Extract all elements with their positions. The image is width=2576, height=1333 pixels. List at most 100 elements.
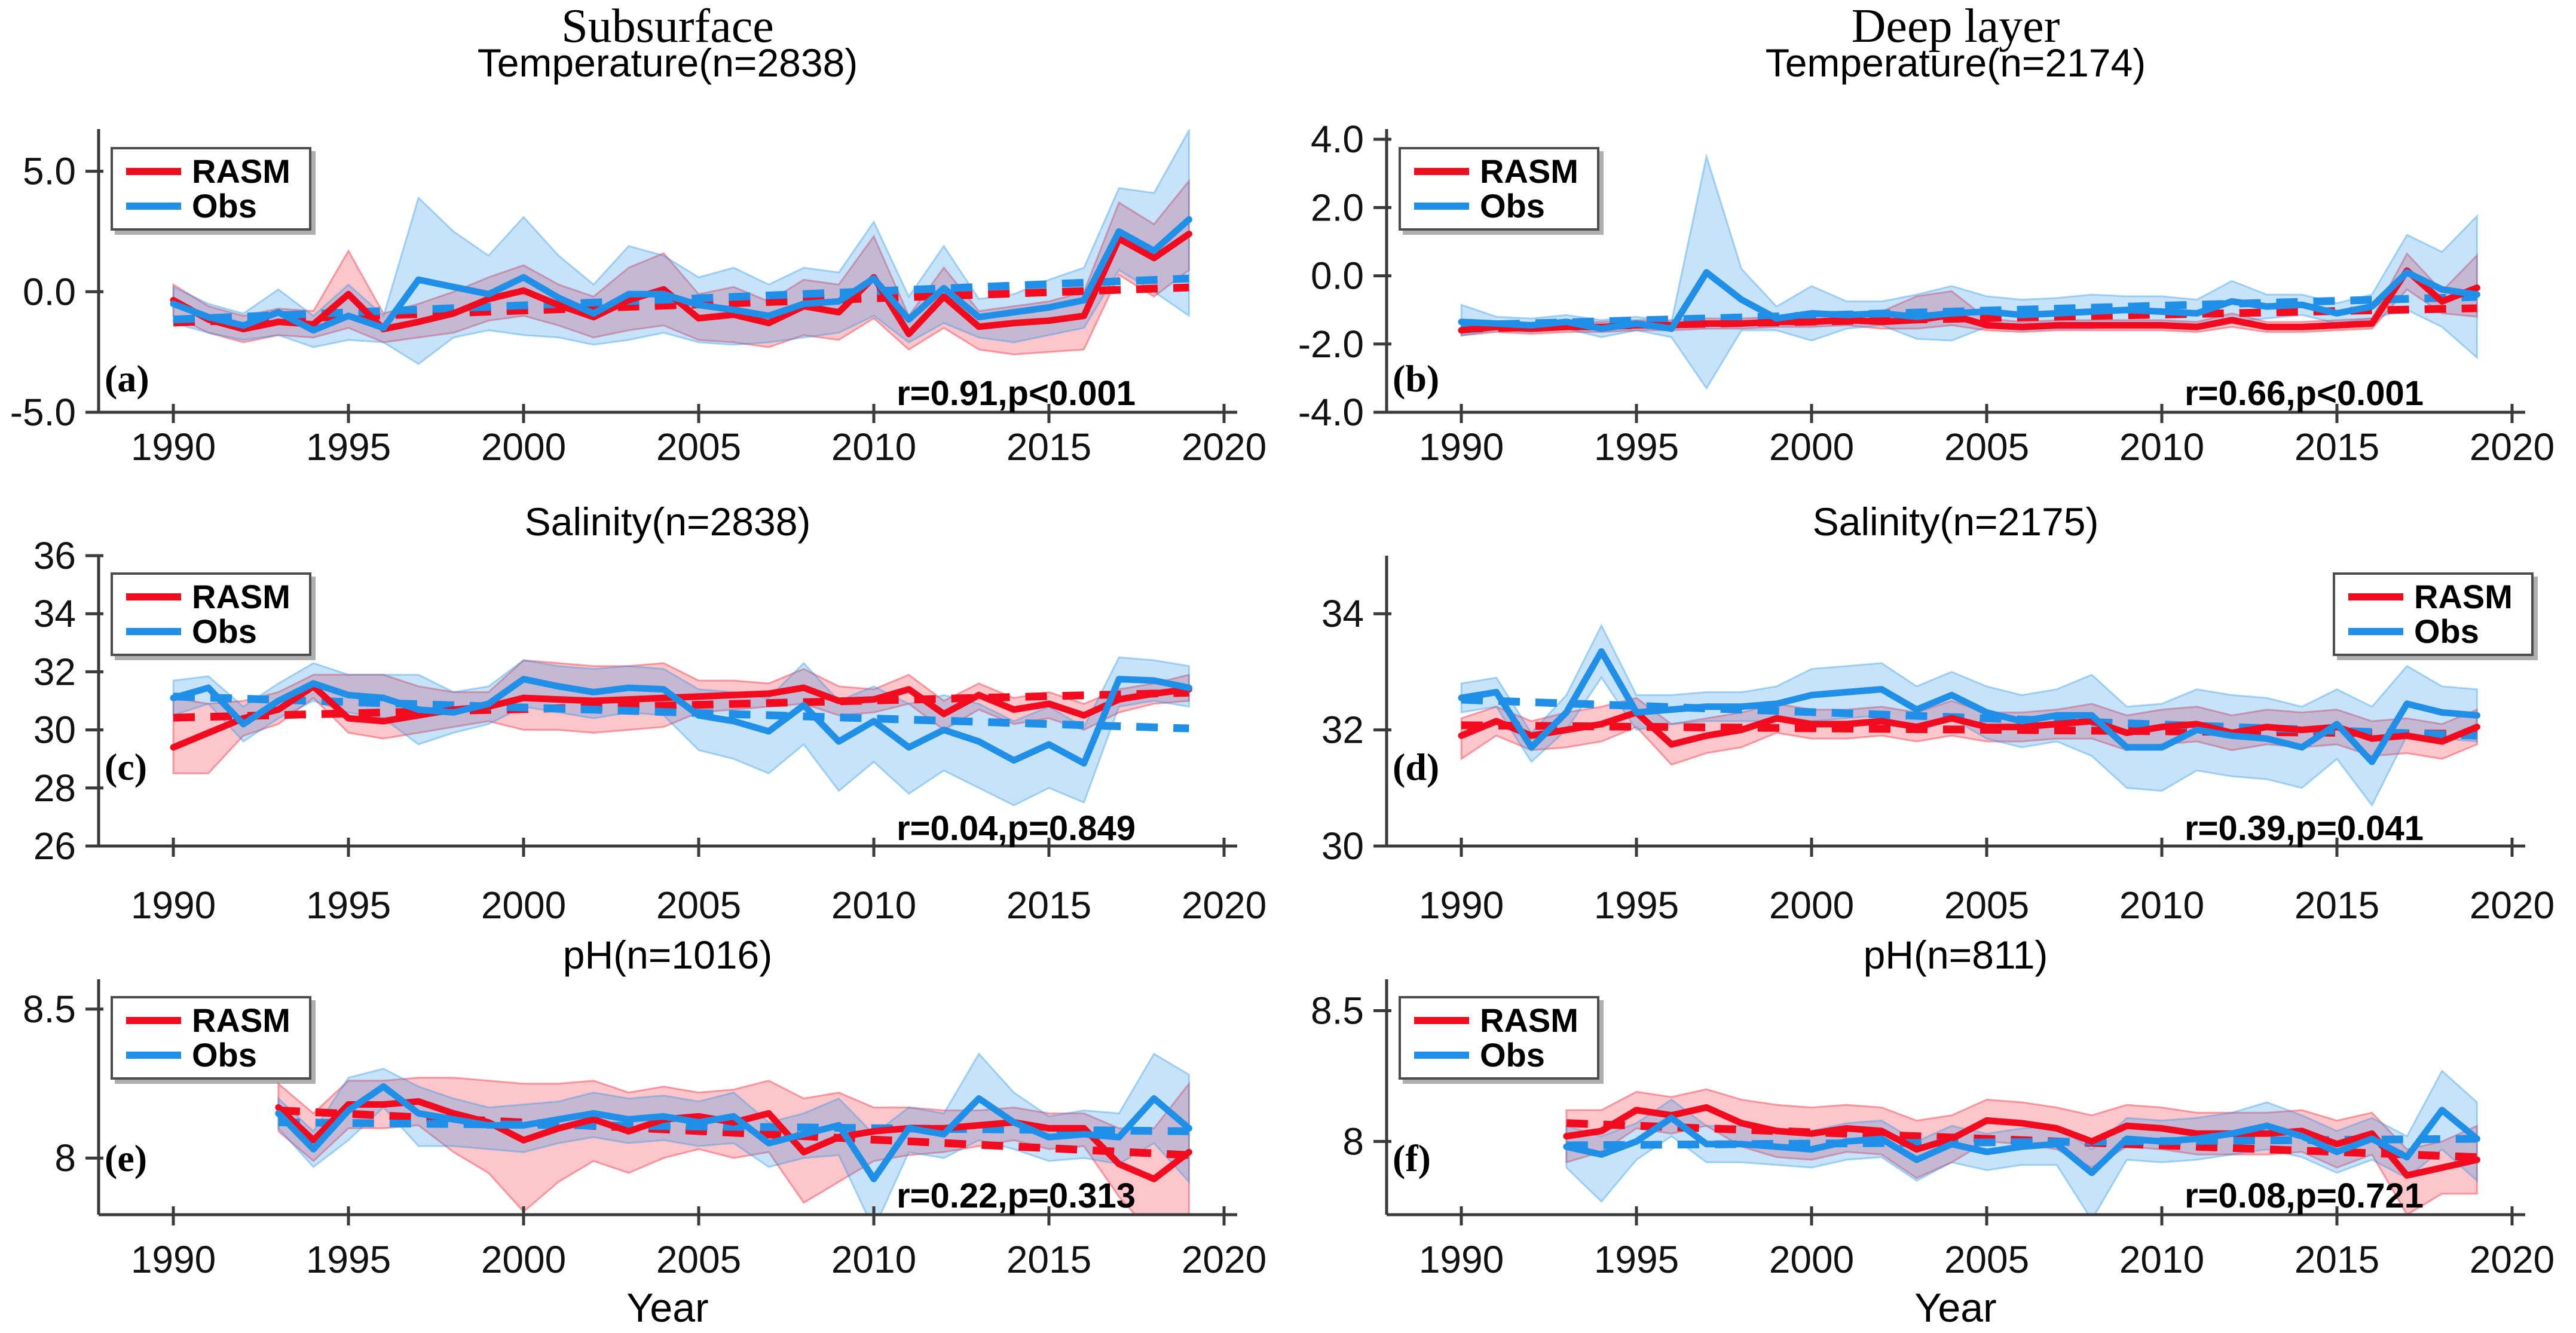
svg-text:2020: 2020	[1182, 425, 1266, 468]
svg-text:2015: 2015	[2294, 425, 2379, 468]
svg-text:32: 32	[1321, 709, 1364, 752]
svg-text:2010: 2010	[831, 884, 916, 927]
svg-text:2015: 2015	[2294, 884, 2379, 927]
svg-text:2015: 2015	[1006, 1238, 1091, 1281]
svg-text:28: 28	[33, 767, 76, 810]
svg-text:-5.0: -5.0	[10, 391, 76, 434]
svg-text:-2.0: -2.0	[1298, 323, 1364, 366]
legend-row-obs: Obs	[2348, 614, 2531, 649]
svg-text:30: 30	[1321, 825, 1364, 868]
svg-text:0.0: 0.0	[23, 270, 76, 313]
svg-text:2020: 2020	[2470, 884, 2554, 927]
svg-text:2015: 2015	[1006, 425, 1091, 468]
obs-legend-label: Obs	[192, 612, 257, 650]
legend-row-rasm: RASM	[126, 580, 309, 614]
svg-text:2015: 2015	[1006, 884, 1091, 927]
x-axis-label-right: Year	[1914, 1285, 1997, 1331]
svg-text:8: 8	[54, 1136, 76, 1179]
svg-text:2000: 2000	[1769, 425, 1854, 468]
svg-text:2005: 2005	[656, 884, 741, 927]
legend-a: RASM Obs	[111, 147, 311, 231]
svg-text:2020: 2020	[1182, 1238, 1266, 1281]
svg-text:8.5: 8.5	[1311, 989, 1364, 1032]
svg-text:2000: 2000	[481, 1238, 566, 1281]
svg-text:8: 8	[1342, 1120, 1364, 1163]
stats-text-f: r=0.08,p=0.721	[2185, 1176, 2424, 1215]
rasm-legend-label: RASM	[192, 152, 290, 190]
rasm-line-sample	[126, 593, 181, 600]
svg-text:1990: 1990	[1419, 425, 1504, 468]
chart-title-a: Temperature(n=2838)	[477, 41, 858, 85]
chart-plot-d: 30 32 34 1990 1995 2000 2005 2010 2015 2020	[1321, 556, 2554, 927]
svg-text:1990: 1990	[1419, 884, 1504, 927]
obs-legend-label: Obs	[192, 1036, 257, 1074]
svg-text:36: 36	[33, 534, 76, 577]
svg-text:2020: 2020	[2470, 1238, 2554, 1281]
panel-letter-c: (c)	[105, 746, 148, 788]
legend-row-rasm: RASM	[1414, 154, 1597, 189]
svg-text:2005: 2005	[1944, 884, 2029, 927]
svg-text:1990: 1990	[131, 884, 216, 927]
panel-letter-e: (e)	[105, 1137, 148, 1179]
svg-text:1990: 1990	[131, 425, 216, 468]
x-axis-label-left: Year	[626, 1285, 709, 1331]
legend-row-obs: Obs	[126, 1038, 309, 1072]
stats-text-b: r=0.66,p<0.001	[2185, 374, 2424, 413]
svg-text:2010: 2010	[831, 1238, 916, 1281]
legend-row-obs: Obs	[1414, 189, 1597, 223]
panel-a: -5.0 0.0 5.0 1990 1995 2000 2005 2010 2015 2020 T…	[0, 0, 1288, 472]
svg-text:30: 30	[33, 709, 76, 752]
svg-text:1995: 1995	[1594, 425, 1679, 468]
svg-text:2020: 2020	[2470, 425, 2554, 468]
chart-title-e: pH(n=1016)	[562, 933, 773, 977]
svg-text:2005: 2005	[656, 425, 741, 468]
chart-plot-e: 8 8.5 1990 1995 2000 2005 2010 2015 2020	[23, 979, 1266, 1281]
column-header-subsurface: Subsurface	[561, 0, 774, 53]
column-header-deep-layer: Deep layer	[1851, 0, 2060, 53]
svg-text:2005: 2005	[656, 1238, 741, 1281]
panel-d: 30 32 34 1990 1995 2000 2005 2010 2015 2020 Salin…	[1288, 472, 2576, 929]
legend-row-rasm: RASM	[126, 154, 309, 189]
svg-text:1995: 1995	[306, 884, 391, 927]
legend-row-rasm: RASM	[126, 1003, 309, 1038]
legend-row-obs: Obs	[1414, 1038, 1597, 1072]
stats-text-e: r=0.22,p=0.313	[897, 1176, 1136, 1215]
svg-text:1990: 1990	[131, 1238, 216, 1281]
obs-line-sample	[1414, 1052, 1469, 1059]
svg-text:2010: 2010	[2119, 884, 2204, 927]
chart-title-f: pH(n=811)	[1863, 933, 2048, 977]
svg-text:1995: 1995	[1594, 884, 1679, 927]
rasm-legend-label: RASM	[1480, 152, 1578, 190]
rasm-legend-label: RASM	[2414, 578, 2513, 615]
legend-e: RASM Obs	[111, 996, 311, 1080]
svg-text:2010: 2010	[831, 425, 916, 468]
chart-title-b: Temperature(n=2174)	[1765, 41, 2146, 85]
rasm-line-sample	[126, 1017, 181, 1024]
svg-text:1990: 1990	[1419, 1238, 1504, 1281]
svg-text:5.0: 5.0	[23, 150, 76, 193]
rasm-line-sample	[1414, 168, 1469, 175]
obs-legend-label: Obs	[192, 187, 257, 225]
svg-text:2005: 2005	[1944, 1238, 2029, 1281]
panel-e: 8 8.5 1990 1995 2000 2005 2010 2015 2020 pH(n=10…	[0, 929, 1288, 1333]
svg-text:1995: 1995	[1594, 1238, 1679, 1281]
panel-letter-b: (b)	[1393, 357, 1440, 400]
stats-text-d: r=0.39,p=0.041	[2185, 809, 2424, 848]
legend-row-obs: Obs	[126, 189, 309, 223]
panel-f: 8 8.5 1990 1995 2000 2005 2010 2015 2020 pH(n=81…	[1288, 929, 2576, 1333]
rasm-line-sample	[1414, 1017, 1469, 1024]
svg-text:26: 26	[33, 825, 76, 868]
obs-line-sample	[1414, 203, 1469, 210]
chart-plot-c: 26 28 30 32 34 36 1990 1995 2000 2005 2010 2015 2020	[33, 534, 1266, 927]
obs-line-sample	[126, 1052, 181, 1059]
rasm-legend-label: RASM	[192, 578, 290, 615]
panel-letter-f: (f)	[1393, 1137, 1431, 1179]
svg-text:2000: 2000	[1769, 884, 1854, 927]
rasm-legend-label: RASM	[192, 1001, 290, 1039]
svg-text:2010: 2010	[2119, 1238, 2204, 1281]
svg-text:8.5: 8.5	[23, 988, 76, 1031]
svg-text:1995: 1995	[306, 1238, 391, 1281]
svg-text:32: 32	[33, 650, 76, 693]
chart-title-c: Salinity(n=2838)	[524, 500, 811, 544]
